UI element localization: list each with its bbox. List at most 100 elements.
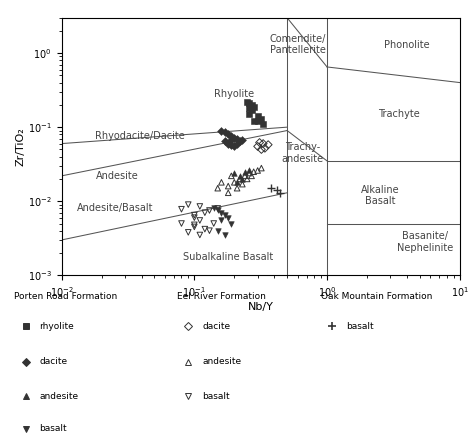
Text: Subalkaline Basalt: Subalkaline Basalt [183,252,273,262]
Point [259,140,267,147]
Text: andesite: andesite [202,357,241,366]
Text: Rhyolite: Rhyolite [214,89,255,99]
Point [228,136,235,143]
Point [254,167,262,174]
Point [246,167,253,174]
Point [206,207,213,214]
Point [257,165,265,172]
Point [248,107,255,114]
Point [184,201,192,208]
Point [218,179,225,186]
Point [221,138,229,145]
Point [230,170,238,177]
Point [264,141,272,148]
Point [218,217,225,224]
Point [241,172,248,179]
Point [191,223,198,230]
Point [233,185,241,192]
Point [238,136,246,143]
Point [210,205,218,212]
Point [221,231,229,238]
Point [259,120,267,127]
Text: Oak Mountain Formation: Oak Mountain Formation [320,292,432,301]
Text: Rhyodacite/Dacite: Rhyodacite/Dacite [95,131,185,141]
Text: Alkaline
Basalt: Alkaline Basalt [361,185,399,206]
Point [248,172,255,179]
Text: Porten Road Formation: Porten Road Formation [14,292,117,301]
Point [214,207,221,214]
Point [236,138,244,145]
Point [191,214,198,221]
Point [273,187,281,194]
Point [221,211,229,218]
Point [233,135,241,142]
Point [214,227,221,234]
Point [184,229,192,236]
Point [254,118,262,125]
Text: Phonolite: Phonolite [384,40,430,50]
Point [246,111,253,118]
Point [218,127,225,134]
Point [257,115,265,122]
Text: dacite: dacite [202,321,230,331]
Text: Comendite/
Pantellerite: Comendite/ Pantellerite [269,34,326,56]
Point [276,189,283,196]
Point [228,133,235,140]
Point [236,172,244,179]
Point [224,214,232,221]
Point [224,182,232,190]
Point [241,168,248,175]
Y-axis label: Zr/TiO₂: Zr/TiO₂ [15,127,25,166]
Point [224,140,232,147]
Point [191,211,198,218]
Point [201,226,209,233]
Point [254,113,262,120]
Point [191,221,198,228]
Point [206,227,213,234]
Point [243,98,251,105]
Text: Andesite: Andesite [95,171,138,181]
Point [233,179,241,186]
Point [228,172,235,179]
Point [250,118,257,125]
Text: dacite: dacite [39,357,68,366]
Point [246,100,253,107]
Point [254,143,262,150]
Point [248,101,255,108]
Text: Andesite/Basalt: Andesite/Basalt [77,203,153,214]
Point [178,220,185,227]
Point [228,220,235,227]
Point [246,105,253,112]
Point [238,181,246,188]
Point [224,131,232,138]
Point [214,205,221,212]
Point [178,206,185,213]
Text: Eel River Formation: Eel River Formation [177,292,265,301]
Point [250,168,257,175]
Point [246,170,253,177]
Point [257,146,265,153]
Point [196,231,204,238]
Point [250,103,257,110]
X-axis label: Nb/Y: Nb/Y [248,301,273,312]
Point [196,203,204,210]
Point [230,143,238,150]
Text: basalt: basalt [39,424,67,433]
Point [214,185,221,192]
Point [230,179,238,186]
Text: basalt: basalt [346,321,374,331]
Point [201,209,209,216]
Point [267,185,275,192]
Point [210,220,218,227]
Point [256,139,264,146]
Point [261,145,269,152]
Point [218,209,225,216]
Point [233,140,241,147]
Text: basalt: basalt [202,392,230,400]
Point [243,175,251,182]
Text: rhyolite: rhyolite [39,321,74,331]
Text: Trachy-
andesite: Trachy- andesite [281,142,323,164]
Point [221,129,229,136]
Point [196,217,204,224]
Point [236,175,244,182]
